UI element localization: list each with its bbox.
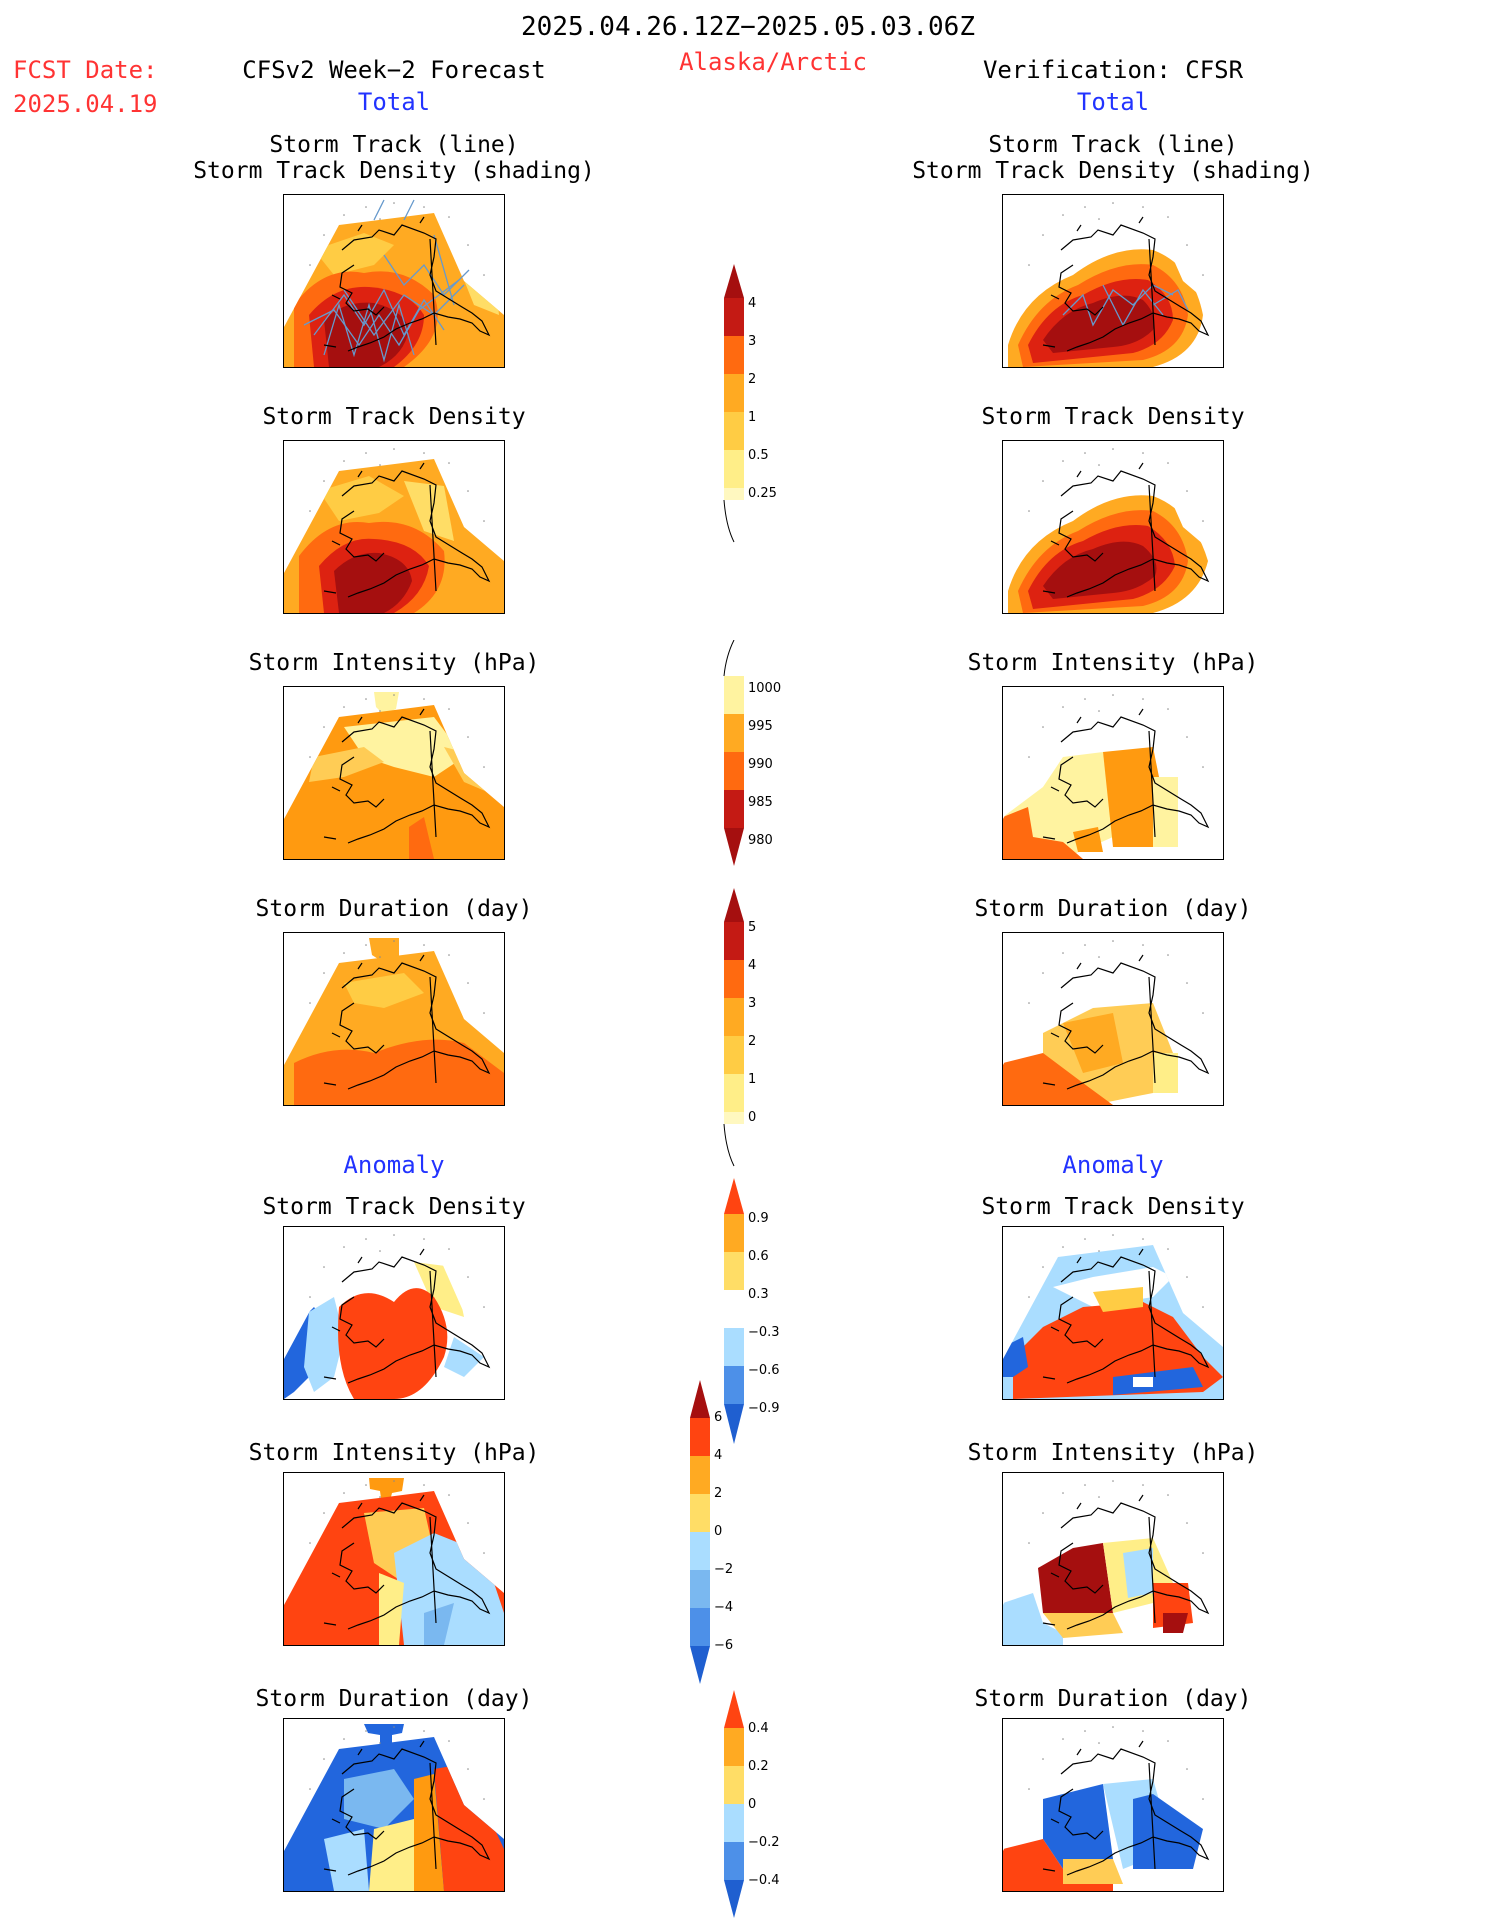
right-anom-density-title: Storm Track Density: [981, 1194, 1245, 1220]
cbar-intensity-tick: 980: [748, 833, 773, 848]
map-left-anom-density: [283, 1226, 505, 1400]
colorbar-anom-duration: 0.4 0.2 0 −0.2 −0.4: [722, 1690, 792, 1920]
map-right-storm-intensity: [1002, 686, 1224, 860]
cbar-anom-duration-tick: 0.4: [748, 1721, 769, 1736]
cbar-anom-density-tick: 0.6: [748, 1249, 769, 1264]
left-anom-duration-title: Storm Duration (day): [255, 1686, 533, 1712]
map-left-anom-intensity: [283, 1472, 505, 1646]
right-density-title: Storm Track Density: [981, 404, 1245, 430]
map-left-storm-intensity: [283, 686, 505, 860]
cbar-intensity-tick: 1000: [748, 681, 782, 696]
cbar-duration-tick: 4: [748, 958, 757, 973]
right-anom-intensity-title: Storm Intensity (hPa): [967, 1440, 1259, 1466]
region-title: Alaska/Arctic: [679, 48, 867, 76]
cbar-anom-intensity-tick: −4: [714, 1600, 734, 1615]
colorbar-anom-intensity: 6 4 2 0 −2 −4 −6: [688, 1380, 758, 1690]
cbar-density-tick: 1: [748, 410, 757, 425]
cbar-anom-intensity-tick: 2: [714, 1486, 723, 1501]
cbar-density-tick: 3: [748, 334, 757, 349]
cbar-anom-duration-tick: −0.2: [748, 1835, 780, 1850]
cbar-intensity-tick: 990: [748, 757, 773, 772]
colorbar-duration: 5 4 3 2 1 0: [722, 888, 782, 1168]
cbar-intensity-tick: 985: [748, 795, 773, 810]
map-left-storm-density: [283, 440, 505, 614]
map-right-anom-density: [1002, 1226, 1224, 1400]
left-density-title: Storm Track Density: [262, 404, 526, 430]
cbar-duration-tick: 2: [748, 1034, 757, 1049]
right-track-title-1: Storm Track (line): [988, 132, 1238, 158]
cbar-anom-intensity-tick: 0: [714, 1524, 723, 1539]
map-right-anom-duration: [1002, 1718, 1224, 1892]
left-anomaly-label: Anomaly: [343, 1151, 445, 1179]
cbar-anom-intensity-tick: −2: [714, 1562, 734, 1577]
cbar-intensity-tick: 995: [748, 719, 773, 734]
date-range-title: 2025.04.26.12Z−2025.05.03.06Z: [521, 12, 975, 42]
cbar-anom-intensity-tick: 4: [714, 1448, 723, 1463]
cbar-anom-density-tick: 0.3: [748, 1287, 769, 1302]
right-anom-duration-title: Storm Duration (day): [974, 1686, 1252, 1712]
colorbar-intensity: 1000 995 990 985 980: [722, 640, 782, 880]
fcst-date-label: FCST Date:: [13, 56, 158, 84]
map-right-anom-intensity: [1002, 1472, 1224, 1646]
map-right-storm-track: [1002, 194, 1224, 368]
cbar-density-tick: 2: [748, 372, 757, 387]
cbar-density-tick: 4: [748, 296, 757, 311]
forecast-title: CFSv2 Week−2 Forecast: [242, 56, 546, 84]
cbar-density-tick: 0.5: [748, 448, 769, 463]
cbar-anom-duration-tick: 0: [748, 1797, 757, 1812]
map-left-anom-duration: [283, 1718, 505, 1892]
cbar-duration-tick: 3: [748, 996, 757, 1011]
map-right-storm-duration: [1002, 932, 1224, 1106]
left-anom-intensity-title: Storm Intensity (hPa): [248, 1440, 540, 1466]
cbar-anom-intensity-tick: 6: [714, 1410, 723, 1425]
verification-title: Verification: CFSR: [982, 56, 1244, 84]
cbar-duration-tick: 5: [748, 920, 757, 935]
left-duration-title: Storm Duration (day): [255, 896, 533, 922]
cbar-anom-density-tick: −0.6: [748, 1363, 780, 1378]
cbar-anom-intensity-tick: −6: [714, 1638, 734, 1653]
total-label-right: Total: [1076, 88, 1150, 116]
cbar-anom-density-tick: −0.3: [748, 1325, 780, 1340]
map-left-storm-track: [283, 194, 505, 368]
left-track-title-1: Storm Track (line): [269, 132, 519, 158]
map-right-storm-density: [1002, 440, 1224, 614]
right-track-title-2: Storm Track Density (shading): [912, 158, 1314, 184]
right-duration-title: Storm Duration (day): [974, 896, 1252, 922]
fcst-date-value: 2025.04.19: [13, 90, 158, 118]
colorbar-density: 4 3 2 1 0.5 0.25: [722, 264, 782, 544]
cbar-anom-duration-tick: 0.2: [748, 1759, 769, 1774]
map-left-storm-duration: [283, 932, 505, 1106]
right-intensity-title: Storm Intensity (hPa): [967, 650, 1259, 676]
cbar-duration-tick: 0: [748, 1110, 757, 1125]
cbar-duration-tick: 1: [748, 1072, 757, 1087]
left-track-title-2: Storm Track Density (shading): [193, 158, 595, 184]
total-label-left: Total: [357, 88, 431, 116]
cbar-density-tick: 0.25: [748, 486, 777, 501]
cbar-anom-density-tick: 0.9: [748, 1211, 769, 1226]
left-anom-density-title: Storm Track Density: [262, 1194, 526, 1220]
colorbar-anom-density: 0.9 0.6 0.3 −0.3 −0.6 −0.9: [722, 1178, 792, 1468]
left-intensity-title: Storm Intensity (hPa): [248, 650, 540, 676]
cbar-anom-duration-tick: −0.4: [748, 1873, 780, 1888]
cbar-anom-density-tick: −0.9: [748, 1401, 780, 1416]
right-anomaly-label: Anomaly: [1062, 1151, 1164, 1179]
